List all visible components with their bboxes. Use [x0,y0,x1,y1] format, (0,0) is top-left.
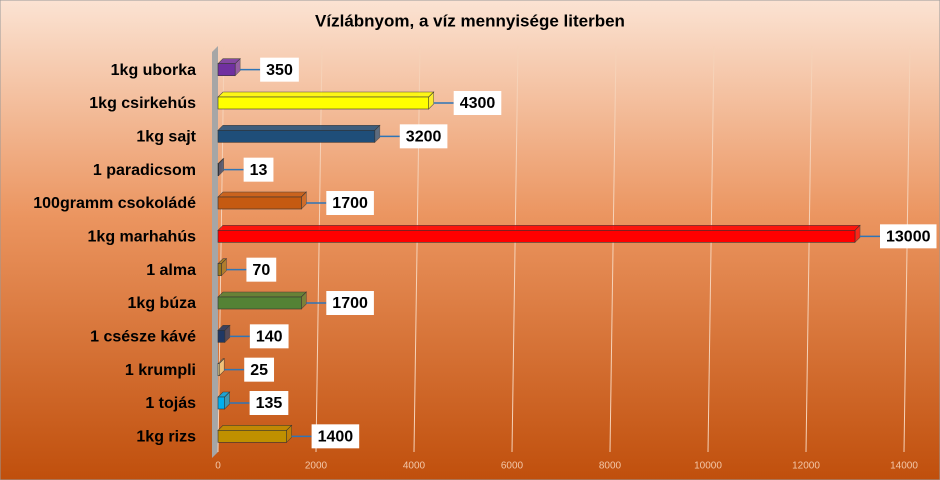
data-label: 25 [250,362,268,379]
x-tick-label: 2000 [305,461,328,472]
bar-top [217,425,293,431]
data-label-box [243,157,274,182]
data-label: 140 [256,329,283,346]
bar [217,163,219,176]
data-label: 350 [266,62,293,79]
bar-top [217,191,308,198]
x-tick-label: 12000 [792,461,820,472]
bar [217,196,302,210]
data-label: 70 [252,262,270,279]
data-label: 3200 [406,129,442,146]
grid-line [609,45,617,453]
data-label-box [249,324,289,349]
x-tick-label: 6000 [501,461,524,472]
data-label-box [399,124,448,149]
data-label: 1700 [332,195,368,212]
data-label-box [260,57,299,82]
grid-line [217,45,225,453]
y-tick-label: 1 csésze kávé [90,329,196,346]
y-tick-label: 1 paradicsom [93,162,196,179]
y-tick-label: 1kg csirkehús [89,95,196,112]
bar [217,130,376,143]
data-label-box [453,91,502,115]
bar-top [217,291,308,298]
y-tick-label: 1kg sajt [136,129,196,146]
y-tick-label: 1 alma [146,262,196,279]
axis-wall [212,46,218,458]
bar-top [217,225,861,231]
y-tick-label: 1kg marhahús [88,229,197,246]
y-tick-label: 1kg uborka [111,62,196,79]
data-label: 13 [250,162,268,179]
bar-top [217,125,381,131]
bar [217,430,287,443]
data-label-box [249,391,289,415]
bar [217,296,302,310]
grid-line [707,45,715,453]
y-tick-label: 1kg búza [128,295,197,312]
y-tick-label: 100gramm csokoládé [33,195,196,212]
grid-line [511,45,519,453]
data-label-box [326,191,374,215]
data-label-box [246,257,277,282]
y-tick-label: 1 krumpli [125,362,196,379]
grid-line [903,45,911,453]
data-label: 13000 [886,229,931,246]
bar [217,96,429,110]
bar [217,63,236,76]
data-label-box [244,357,275,382]
x-tick-label: 14000 [890,461,918,472]
x-tick-label: 0 [215,461,221,472]
x-tick-label: 8000 [599,461,622,472]
bar [217,263,222,276]
x-tick-label: 4000 [403,461,426,472]
bar-top [217,91,435,98]
grid-line [315,45,323,453]
bar [217,230,856,243]
y-tick-label: 1kg rizs [136,429,196,446]
data-label-box [326,291,374,315]
data-label-box [880,224,937,249]
bar [217,330,226,343]
y-tick-label: 1 tojás [145,395,196,412]
x-tick-label: 10000 [694,461,722,472]
grid-line [805,45,813,453]
bar [217,396,225,410]
data-label: 1400 [318,429,354,446]
data-label: 4300 [460,95,496,112]
chart-title: Vízlábnyom, a víz mennyisége literben [315,11,625,30]
data-label-box [311,424,360,449]
grid-line [413,45,421,453]
data-label: 1700 [332,295,368,312]
bar [217,363,220,376]
data-label: 135 [256,395,283,412]
